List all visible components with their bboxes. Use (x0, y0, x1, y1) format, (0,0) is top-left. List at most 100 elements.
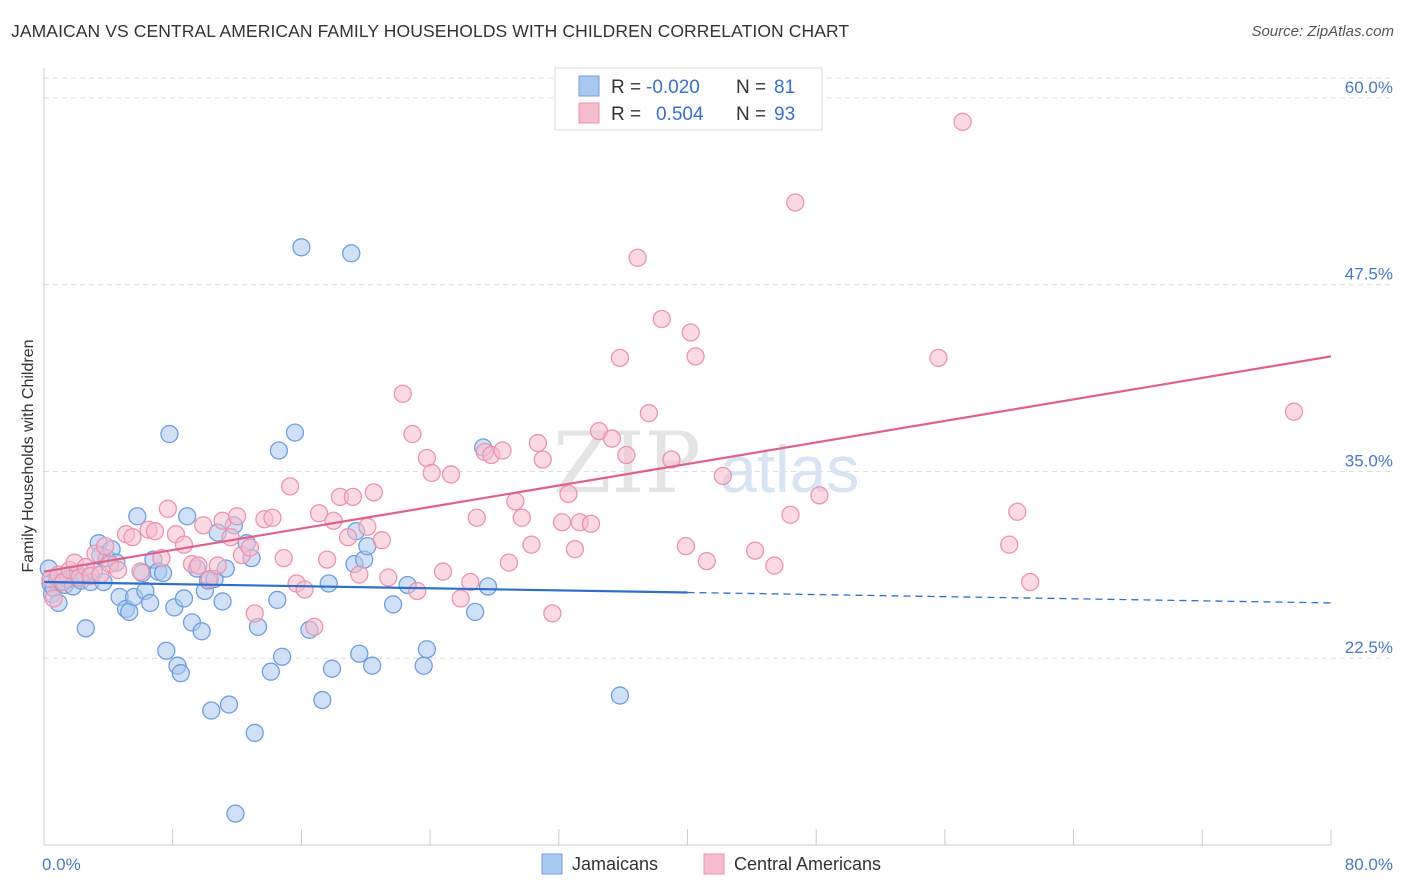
central-american-point (499, 553, 519, 572)
central-american-point (422, 463, 441, 483)
central-american-point (174, 535, 194, 554)
stats-legend-swatch-jamaicans (578, 75, 600, 97)
central-american-point (781, 505, 800, 524)
stats-r-value-central: 0.504 (656, 104, 704, 125)
watermark-atlas: atlas (720, 432, 859, 506)
bottom-legend: Jamaicans Central Americans (541, 853, 881, 875)
central-american-point (131, 562, 150, 581)
jamaican-point (417, 640, 437, 659)
jamaican-point (610, 686, 630, 705)
central-american-point (227, 507, 247, 526)
central-american-point (408, 581, 427, 601)
jamaican-point (268, 590, 287, 610)
central-american-point (245, 604, 264, 623)
central-american-point (350, 565, 369, 584)
central-american-point (194, 516, 213, 535)
jamaican-point (76, 619, 95, 638)
central-americans-points (41, 112, 1304, 636)
x-tick-marks (43, 829, 1332, 845)
jamaican-point (157, 641, 176, 660)
trend-lines (43, 355, 1332, 604)
central-american-point (528, 433, 548, 453)
jamaican-point (313, 690, 332, 710)
y-tick-label: 22.5% (1345, 638, 1393, 657)
jamaican-point (465, 602, 485, 622)
central-american-point (1000, 535, 1019, 554)
stats-legend-swatch-central (578, 102, 600, 124)
central-american-point (1021, 572, 1040, 592)
central-american-point (543, 604, 562, 623)
jamaican-point (178, 507, 197, 526)
jamaican-point (261, 662, 280, 681)
y-tick-label: 47.5% (1345, 265, 1393, 284)
central-american-point (786, 193, 805, 212)
jamaican-point (269, 441, 289, 460)
stats-legend: R = -0.020 N = 81 R = 0.504 N = 93 (554, 67, 823, 131)
central-american-point (433, 562, 453, 581)
central-american-point (652, 309, 671, 329)
central-american-point (1008, 502, 1027, 521)
jamaican-point (363, 656, 382, 675)
jamaican-point (226, 804, 245, 823)
central-american-point (610, 348, 630, 368)
central-american-point (765, 556, 784, 575)
central-americans-trend-line (43, 355, 1332, 573)
central-american-point (565, 539, 585, 559)
central-american-point (44, 589, 63, 608)
y-tick-label: 60.0% (1345, 78, 1393, 97)
central-american-point (295, 580, 314, 599)
central-american-point (451, 589, 470, 608)
jamaican-point (160, 424, 179, 444)
central-american-point (628, 248, 647, 267)
central-american-point (929, 348, 948, 368)
central-american-point (158, 499, 178, 518)
central-american-point (338, 528, 358, 547)
central-american-point (123, 528, 142, 547)
jamaican-point (322, 659, 342, 678)
watermark: ZIP atlas (553, 414, 859, 512)
central-american-point (108, 560, 128, 580)
central-american-point (200, 569, 219, 589)
legend-swatch-jamaicans (541, 853, 563, 875)
jamaican-point (202, 701, 221, 720)
stats-n-label-jamaicans: N = (736, 77, 766, 98)
central-american-point (559, 484, 578, 504)
gridlines (44, 77, 1393, 659)
central-american-point (274, 548, 293, 568)
stats-n-label-central: N = (736, 104, 766, 125)
central-american-point (263, 508, 282, 527)
stats-r-label-jamaicans: R = (611, 77, 641, 98)
central-american-point (506, 492, 525, 511)
jamaican-point (272, 647, 292, 666)
jamaicans-trend-line-extension (687, 591, 1332, 604)
central-american-point (810, 486, 829, 505)
jamaicans-trend-line (43, 580, 688, 594)
jamaican-point (141, 593, 160, 613)
jamaican-point (285, 423, 305, 442)
central-american-point (358, 517, 377, 536)
y-axis-title: Family Households with Children (20, 340, 37, 573)
y-tick-labels: 22.5% 35.0% 47.5% 60.0% (1345, 78, 1393, 657)
chart-title: JAMAICAN VS CENTRAL AMERICAN FAMILY HOUS… (11, 21, 850, 41)
central-american-point (372, 531, 391, 550)
jamaican-point (213, 592, 232, 611)
central-american-point (713, 466, 733, 486)
central-american-point (189, 556, 208, 575)
central-american-point (280, 477, 300, 496)
central-american-point (602, 429, 622, 448)
jamaican-point (171, 664, 190, 683)
central-american-point (745, 541, 765, 560)
stats-n-value-central: 93 (774, 104, 795, 125)
legend-swatch-central (703, 853, 725, 875)
jamaican-point (292, 238, 311, 257)
central-american-point (617, 445, 636, 465)
jamaican-point (192, 622, 211, 641)
central-american-point (145, 522, 165, 541)
central-american-point (317, 550, 337, 569)
central-american-point (309, 504, 329, 523)
central-american-point (95, 537, 115, 556)
central-american-point (697, 551, 716, 571)
jamaican-point (174, 589, 194, 608)
central-american-point (461, 572, 480, 592)
